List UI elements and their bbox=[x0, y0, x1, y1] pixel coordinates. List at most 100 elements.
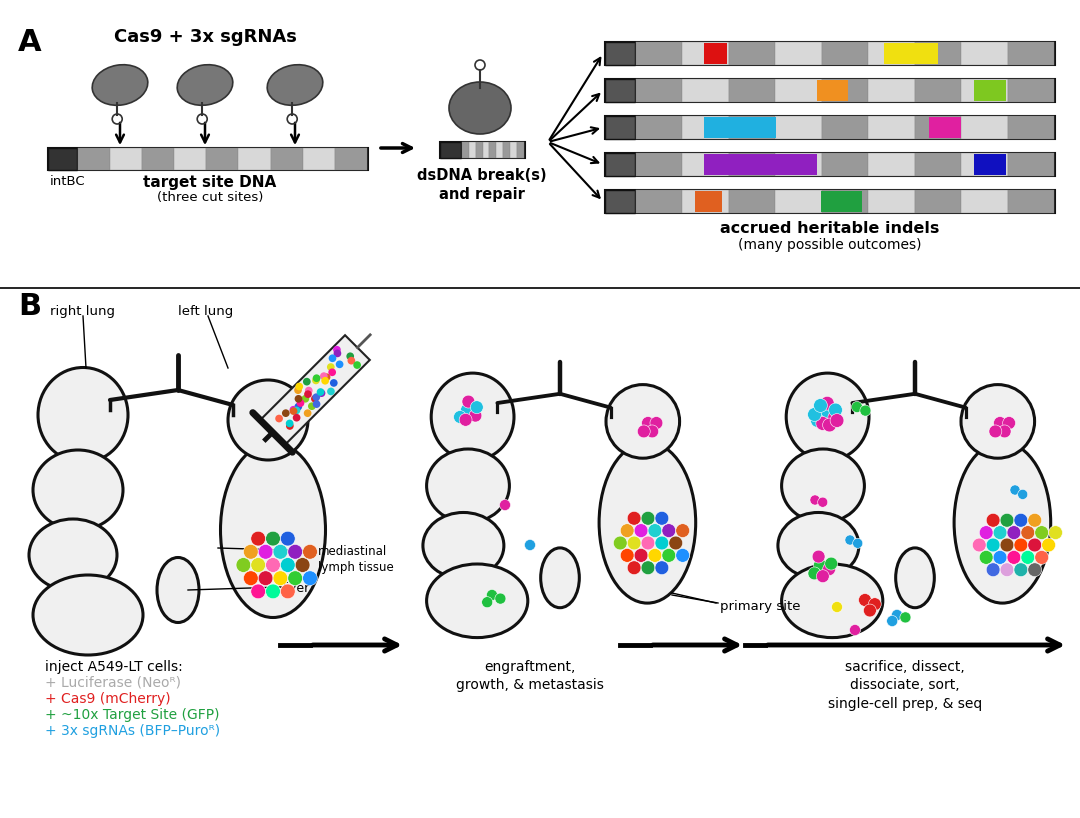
Circle shape bbox=[295, 558, 310, 573]
Bar bbox=[636, 42, 683, 65]
Bar bbox=[605, 116, 635, 139]
Circle shape bbox=[1028, 538, 1041, 552]
Circle shape bbox=[251, 584, 266, 599]
Circle shape bbox=[642, 416, 654, 429]
Bar bbox=[704, 154, 816, 175]
Ellipse shape bbox=[786, 373, 869, 461]
Bar bbox=[475, 142, 483, 158]
Bar bbox=[775, 42, 822, 65]
Text: left lung: left lung bbox=[178, 305, 233, 318]
Circle shape bbox=[1007, 526, 1021, 540]
Bar bbox=[961, 79, 1008, 102]
Circle shape bbox=[286, 422, 294, 429]
Circle shape bbox=[669, 536, 683, 550]
Circle shape bbox=[295, 402, 302, 411]
Bar bbox=[704, 117, 777, 138]
Ellipse shape bbox=[177, 65, 233, 106]
Bar bbox=[729, 79, 775, 102]
Circle shape bbox=[642, 561, 654, 575]
Circle shape bbox=[1049, 526, 1063, 540]
Circle shape bbox=[816, 570, 829, 582]
Text: intBC: intBC bbox=[50, 175, 85, 188]
Circle shape bbox=[296, 383, 303, 390]
Circle shape bbox=[986, 563, 1000, 577]
Ellipse shape bbox=[599, 442, 696, 603]
Bar bbox=[729, 190, 775, 213]
Bar bbox=[1008, 190, 1054, 213]
Circle shape bbox=[1014, 538, 1028, 552]
Bar bbox=[636, 190, 683, 213]
Ellipse shape bbox=[33, 575, 143, 655]
Text: + Cas9 (mCherry): + Cas9 (mCherry) bbox=[45, 692, 171, 706]
Circle shape bbox=[305, 390, 312, 398]
Circle shape bbox=[469, 409, 482, 422]
Bar bbox=[775, 116, 822, 139]
Text: A: A bbox=[18, 28, 42, 57]
Circle shape bbox=[620, 524, 634, 537]
Circle shape bbox=[650, 416, 663, 429]
Ellipse shape bbox=[92, 65, 148, 106]
Circle shape bbox=[648, 549, 662, 562]
Bar bbox=[683, 79, 729, 102]
Circle shape bbox=[811, 414, 824, 427]
Circle shape bbox=[813, 398, 827, 412]
Bar bbox=[141, 148, 174, 170]
Circle shape bbox=[831, 414, 843, 427]
Circle shape bbox=[237, 558, 251, 573]
Bar bbox=[961, 153, 1008, 176]
Ellipse shape bbox=[228, 380, 308, 460]
Circle shape bbox=[812, 551, 825, 563]
Bar bbox=[915, 116, 961, 139]
Bar bbox=[110, 148, 141, 170]
Bar bbox=[503, 142, 510, 158]
Circle shape bbox=[818, 497, 827, 507]
Ellipse shape bbox=[954, 442, 1051, 603]
Bar bbox=[816, 80, 848, 101]
Ellipse shape bbox=[606, 384, 679, 458]
Circle shape bbox=[353, 362, 361, 369]
Circle shape bbox=[828, 403, 842, 417]
Circle shape bbox=[813, 559, 826, 572]
Circle shape bbox=[620, 549, 634, 562]
Circle shape bbox=[273, 571, 287, 586]
Bar bbox=[489, 142, 497, 158]
Ellipse shape bbox=[895, 548, 934, 608]
Bar bbox=[636, 116, 683, 139]
Bar bbox=[868, 153, 915, 176]
Bar bbox=[775, 153, 822, 176]
Circle shape bbox=[986, 538, 1000, 552]
Circle shape bbox=[289, 406, 297, 414]
Circle shape bbox=[286, 420, 294, 427]
Circle shape bbox=[462, 395, 475, 408]
Text: engraftment,
growth, & metastasis: engraftment, growth, & metastasis bbox=[456, 660, 604, 692]
Bar bbox=[483, 142, 489, 158]
Text: target site DNA: target site DNA bbox=[144, 175, 276, 190]
Bar bbox=[517, 142, 524, 158]
Circle shape bbox=[980, 551, 994, 564]
Circle shape bbox=[815, 416, 829, 430]
Circle shape bbox=[303, 409, 311, 417]
Bar bbox=[605, 79, 635, 102]
Circle shape bbox=[273, 545, 287, 560]
Circle shape bbox=[1028, 514, 1041, 527]
Circle shape bbox=[845, 535, 855, 545]
Bar bbox=[929, 117, 960, 138]
Circle shape bbox=[293, 407, 300, 414]
Bar bbox=[775, 190, 822, 213]
Circle shape bbox=[313, 375, 321, 382]
Bar bbox=[729, 153, 775, 176]
Circle shape bbox=[627, 561, 642, 575]
Circle shape bbox=[648, 524, 662, 537]
Circle shape bbox=[646, 425, 659, 438]
Circle shape bbox=[821, 397, 834, 410]
Circle shape bbox=[1028, 563, 1041, 577]
Bar bbox=[270, 148, 302, 170]
Circle shape bbox=[495, 593, 505, 605]
Ellipse shape bbox=[782, 449, 864, 523]
Circle shape bbox=[266, 584, 281, 599]
Bar bbox=[915, 153, 961, 176]
Ellipse shape bbox=[782, 564, 882, 637]
Circle shape bbox=[313, 400, 321, 408]
Circle shape bbox=[832, 601, 842, 613]
Circle shape bbox=[281, 584, 295, 599]
